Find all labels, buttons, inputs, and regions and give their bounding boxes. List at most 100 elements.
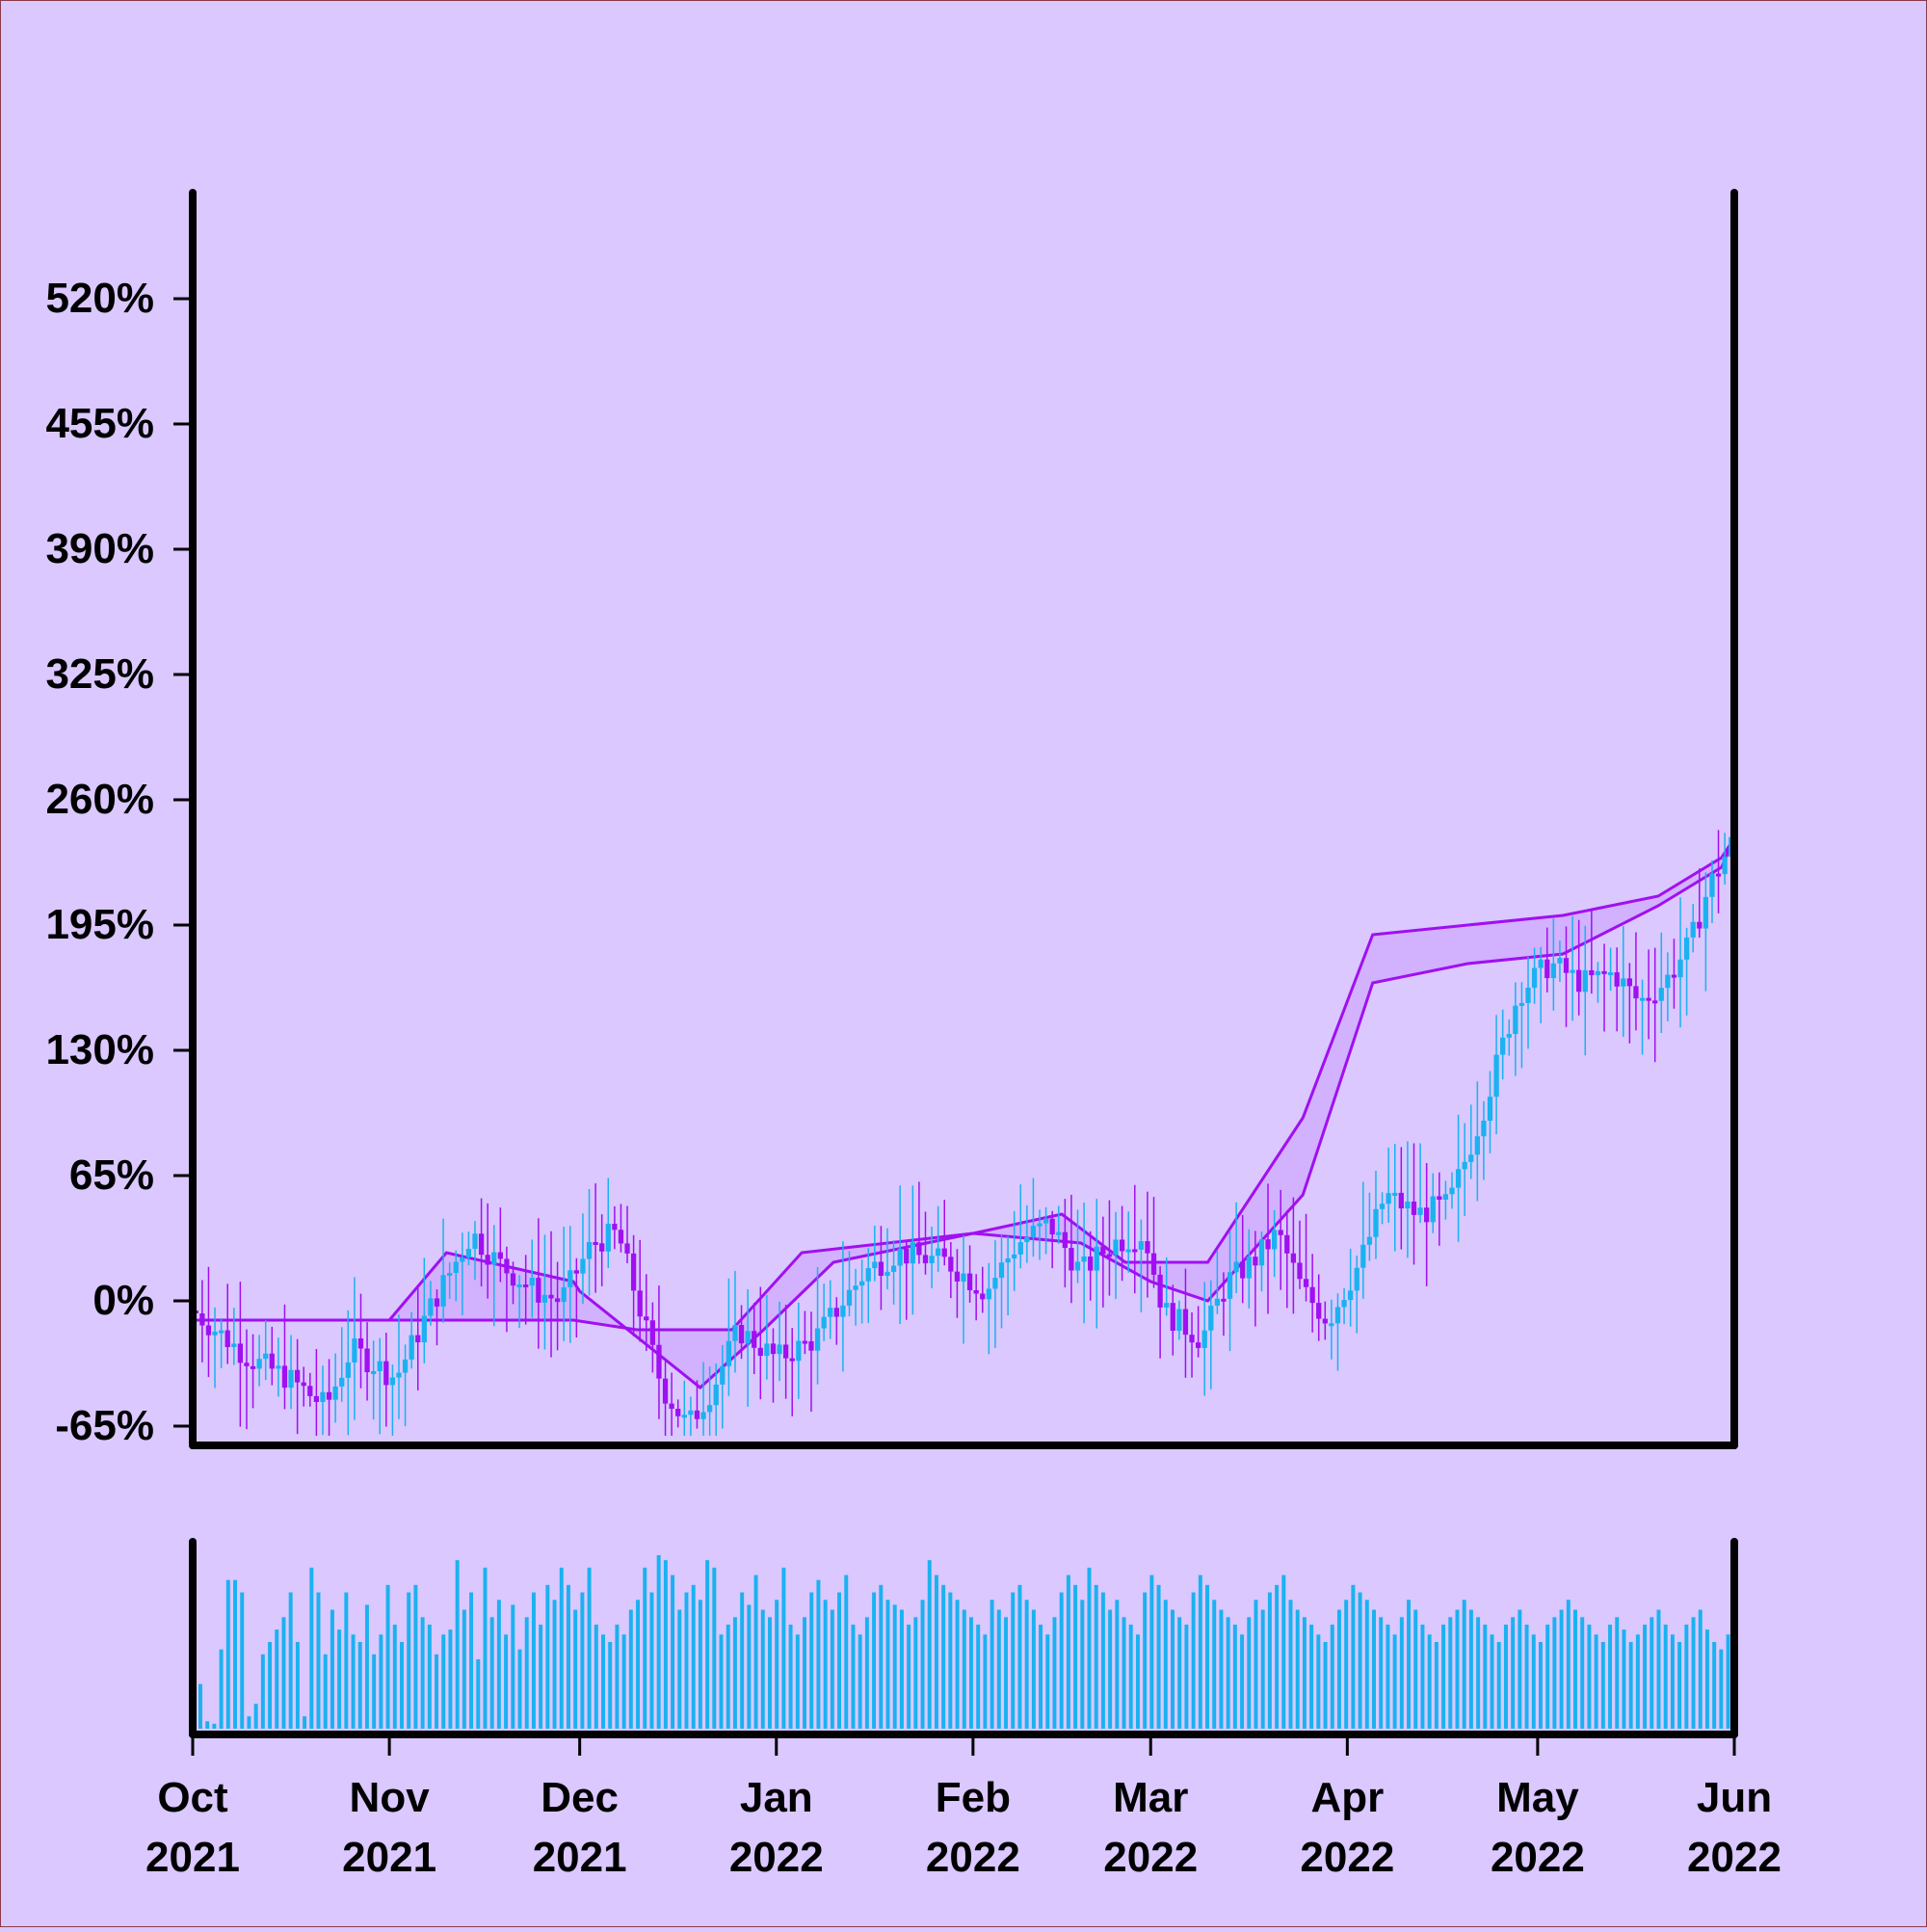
volume-bar xyxy=(830,1609,834,1729)
volume-bar xyxy=(309,1567,314,1729)
volume-bar xyxy=(1587,1625,1592,1729)
candle-body xyxy=(986,1288,991,1300)
volume-bar xyxy=(268,1642,273,1729)
candle-body xyxy=(1240,1261,1246,1279)
volume-bar xyxy=(1177,1617,1182,1729)
volume-bar xyxy=(969,1617,973,1729)
x-tick-year: 2021 xyxy=(342,1834,436,1881)
candle-body xyxy=(1233,1261,1239,1273)
candle-body xyxy=(998,1262,1005,1279)
candle-body xyxy=(846,1289,853,1306)
volume-bar xyxy=(1538,1642,1543,1729)
candle-body xyxy=(1341,1300,1347,1308)
candle-body xyxy=(389,1377,396,1386)
volume-bar xyxy=(351,1634,356,1729)
volume-bar xyxy=(732,1617,737,1729)
volume-bar xyxy=(1670,1634,1675,1729)
volume-bar xyxy=(1476,1617,1481,1729)
volume-bar xyxy=(1594,1634,1598,1729)
volume-bar xyxy=(364,1604,369,1729)
volume-bar xyxy=(441,1634,446,1729)
volume-bar xyxy=(1344,1600,1349,1729)
y-tick-label: 520% xyxy=(45,275,154,322)
candle-body xyxy=(828,1308,833,1317)
volume-bar xyxy=(1336,1609,1341,1729)
candle-body xyxy=(523,1284,529,1287)
volume-bar xyxy=(1226,1617,1230,1729)
volume-bar xyxy=(1650,1617,1654,1729)
candle-body xyxy=(377,1361,383,1371)
candle-body xyxy=(840,1305,846,1317)
volume-bar xyxy=(1059,1592,1064,1729)
volume-bar xyxy=(1163,1600,1168,1729)
volume-bar xyxy=(1677,1642,1682,1729)
candle-body xyxy=(1074,1261,1081,1271)
volume-bar xyxy=(643,1567,647,1729)
candle-body xyxy=(541,1294,548,1303)
volume-bar xyxy=(496,1600,501,1729)
candle-body xyxy=(872,1261,878,1269)
volume-bar xyxy=(1573,1609,1577,1729)
volume-bar xyxy=(844,1575,849,1729)
volume-bar xyxy=(275,1629,279,1729)
volume-bar xyxy=(1580,1617,1585,1729)
volume-bar xyxy=(1156,1584,1161,1729)
candle-body xyxy=(1500,1037,1506,1055)
x-tick-month: Apr xyxy=(1310,1774,1384,1821)
volume-bar xyxy=(517,1649,522,1729)
volume-bar xyxy=(337,1629,342,1729)
volume-bar xyxy=(1045,1634,1050,1729)
volume-bar xyxy=(1566,1600,1571,1729)
volume-bar xyxy=(1427,1634,1432,1729)
volume-bar xyxy=(1066,1575,1070,1729)
candle-body xyxy=(1518,1002,1525,1006)
candle-body xyxy=(802,1340,808,1344)
candle-body xyxy=(1481,1121,1487,1137)
candle-body xyxy=(1462,1161,1467,1170)
candle-body xyxy=(929,1256,935,1263)
axis-layer xyxy=(189,189,1738,1738)
volume-bar xyxy=(545,1584,550,1729)
candle-body xyxy=(218,1330,224,1334)
volume-bar xyxy=(976,1625,981,1729)
volume-bar xyxy=(1295,1609,1300,1729)
volume-bar xyxy=(1232,1625,1237,1729)
volume-bar xyxy=(205,1721,210,1729)
candle-body xyxy=(916,1242,922,1256)
cloud-line-1 xyxy=(193,837,1736,1389)
volume-bar xyxy=(1198,1575,1202,1729)
volume-bar xyxy=(1468,1609,1473,1729)
candle-body xyxy=(345,1362,351,1378)
x-tick-month: Mar xyxy=(1113,1774,1188,1821)
candle-body xyxy=(1309,1286,1315,1304)
candle-body xyxy=(1297,1262,1303,1280)
volume-bar xyxy=(448,1629,453,1729)
volume-bar xyxy=(907,1625,911,1729)
volume-bar xyxy=(316,1592,321,1729)
volume-bar xyxy=(1219,1609,1224,1729)
candle-body xyxy=(352,1338,357,1363)
volume-bar xyxy=(851,1625,856,1729)
candle-body xyxy=(561,1286,567,1303)
volume-bar xyxy=(531,1592,536,1729)
candle-body xyxy=(1113,1239,1119,1256)
volume-bar xyxy=(1663,1625,1668,1729)
candle-body xyxy=(618,1230,624,1244)
candle-body xyxy=(884,1271,890,1276)
candle-body xyxy=(276,1365,281,1369)
candle-body xyxy=(1487,1097,1493,1122)
candle-body xyxy=(269,1353,275,1369)
volume-bar xyxy=(753,1575,758,1729)
volume-bar xyxy=(344,1592,349,1729)
volume-bar xyxy=(1351,1584,1356,1729)
candle-body xyxy=(1329,1323,1334,1327)
volume-bar xyxy=(539,1625,543,1729)
volume-bar xyxy=(712,1567,717,1729)
candle-body xyxy=(1221,1298,1227,1302)
volume-bar xyxy=(775,1600,779,1729)
x-tick-year: 2022 xyxy=(729,1834,824,1881)
candle-body xyxy=(1379,1204,1386,1209)
candle-body xyxy=(624,1243,630,1254)
